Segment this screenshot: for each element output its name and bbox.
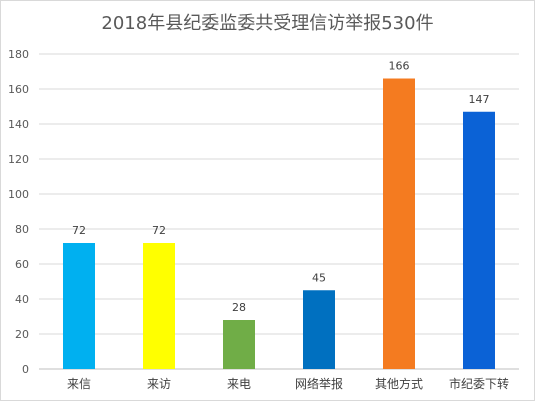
category-label: 市纪委下转 bbox=[449, 376, 509, 391]
y-tick-label: 160 bbox=[8, 83, 29, 96]
y-tick-label: 100 bbox=[8, 188, 29, 201]
y-axis-tick-labels: 0 20 40 60 80 100 120 140 160 180 bbox=[8, 48, 29, 376]
category-label: 来访 bbox=[147, 377, 171, 391]
bar-1 bbox=[63, 243, 95, 369]
bars bbox=[63, 78, 495, 369]
category-label: 其他方式 bbox=[375, 376, 423, 391]
data-label: 72 bbox=[152, 224, 166, 237]
y-tick-label: 140 bbox=[8, 118, 29, 131]
y-tick-label: 180 bbox=[8, 48, 29, 61]
data-label: 45 bbox=[312, 271, 326, 284]
bar-2 bbox=[143, 243, 175, 369]
data-label: 166 bbox=[389, 60, 410, 73]
y-tick-label: 80 bbox=[15, 223, 29, 236]
bar-3 bbox=[223, 320, 255, 369]
bar-4 bbox=[303, 290, 335, 369]
bar-6 bbox=[463, 111, 495, 369]
data-labels: 72 72 28 45 166 147 bbox=[72, 60, 490, 315]
data-label: 28 bbox=[232, 301, 246, 314]
category-labels: 来信 来访 来电 网络举报 其他方式 市纪委下转 bbox=[67, 376, 509, 391]
category-label: 来电 bbox=[227, 377, 251, 391]
data-label: 147 bbox=[469, 93, 490, 106]
category-label: 来信 bbox=[67, 377, 91, 391]
y-tick-label: 20 bbox=[15, 328, 29, 341]
bar-5 bbox=[383, 78, 415, 369]
data-label: 72 bbox=[72, 224, 86, 237]
y-tick-label: 0 bbox=[22, 363, 29, 376]
y-tick-label: 120 bbox=[8, 153, 29, 166]
y-tick-label: 60 bbox=[15, 258, 29, 271]
category-label: 网络举报 bbox=[295, 376, 343, 391]
gridlines bbox=[39, 53, 519, 370]
y-tick-label: 40 bbox=[15, 293, 29, 306]
chart-title: 2018年县纪委监委共受理信访举报530件 bbox=[101, 13, 434, 34]
